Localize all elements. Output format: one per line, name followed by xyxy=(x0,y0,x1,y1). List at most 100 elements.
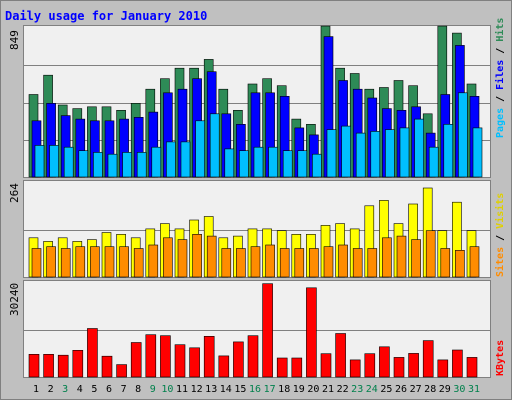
x-tick-label: 1 xyxy=(33,384,39,395)
bar-kbytes-day-13 xyxy=(203,335,215,378)
bar-sites-day-11 xyxy=(177,239,188,278)
bar-sites-day-31 xyxy=(469,246,480,278)
bar-pages-day-4 xyxy=(78,150,89,178)
bar-kbytes-day-30 xyxy=(452,349,463,378)
x-tick-label: 8 xyxy=(135,384,141,395)
legend-sep-3: / xyxy=(495,229,506,247)
bar-kbytes-day-26 xyxy=(393,357,405,378)
bar-pages-day-31 xyxy=(472,127,483,178)
bar-kbytes-day-27 xyxy=(408,353,419,378)
bar-kbytes-day-18 xyxy=(276,357,288,378)
x-tick-label: 2 xyxy=(48,384,54,395)
bar-pages-day-26 xyxy=(399,127,410,178)
x-tick-label: 4 xyxy=(77,384,83,395)
bar-sites-day-5 xyxy=(90,246,100,278)
bar-kbytes-day-16 xyxy=(247,335,259,378)
bar-sites-day-3 xyxy=(60,248,71,278)
bar-sites-day-27 xyxy=(411,239,421,278)
x-tick-label: 22 xyxy=(337,384,349,395)
y-max-label-visits: 264 xyxy=(8,183,21,203)
bar-kbytes-day-25 xyxy=(379,346,390,378)
bar-kbytes-day-10 xyxy=(160,335,171,378)
bar-pages-day-8 xyxy=(136,152,147,178)
bar-pages-day-21 xyxy=(326,129,337,178)
legend-sites: Sites xyxy=(494,247,506,277)
x-tick-label: 19 xyxy=(293,384,305,395)
x-tick-label: 30 xyxy=(453,384,465,395)
x-tick-label: 23 xyxy=(351,384,363,395)
x-tick-label: 9 xyxy=(150,384,156,395)
bar-sites-day-2 xyxy=(46,246,56,278)
bar-sites-day-29 xyxy=(440,248,451,278)
bar-pages-day-15 xyxy=(239,150,249,178)
bar-pages-day-5 xyxy=(93,152,103,178)
bar-sites-day-24 xyxy=(367,248,378,278)
bar-pages-day-1 xyxy=(34,145,45,178)
y-max-label-hits: 849 xyxy=(8,30,21,50)
bar-sites-day-20 xyxy=(309,248,319,278)
bar-pages-day-20 xyxy=(312,153,322,178)
chart-title: Daily usage for January 2010 xyxy=(5,9,207,23)
bar-kbytes-day-31 xyxy=(466,357,478,378)
bar-sites-day-4 xyxy=(75,246,86,278)
x-tick-label: 31 xyxy=(468,384,480,395)
legend-sep-2: / xyxy=(495,42,506,60)
legend-visits: Visits xyxy=(494,193,506,229)
bar-pages-day-22 xyxy=(341,125,351,178)
bar-kbytes-day-11 xyxy=(174,344,186,378)
x-tick-label: 28 xyxy=(424,384,436,395)
bar-pages-day-19 xyxy=(297,150,308,178)
x-tick-label: 17 xyxy=(264,384,276,395)
bar-sites-day-26 xyxy=(396,235,407,278)
bar-kbytes-day-2 xyxy=(43,353,54,378)
bar-pages-day-12 xyxy=(195,120,205,178)
x-tick-label: 18 xyxy=(278,384,290,395)
legend-files: Files xyxy=(494,60,506,90)
legend-sep-1: / xyxy=(495,90,506,108)
x-tick-label: 27 xyxy=(410,384,422,395)
x-tick-label: 20 xyxy=(307,384,319,395)
x-tick-label: 7 xyxy=(121,384,127,395)
bar-sites-day-12 xyxy=(192,234,202,278)
bar-sites-day-1 xyxy=(31,248,42,278)
bar-sites-day-8 xyxy=(133,248,144,278)
bar-pages-day-29 xyxy=(443,124,454,178)
x-tick-label: 14 xyxy=(220,384,232,395)
bar-pages-day-13 xyxy=(209,113,220,178)
x-tick-label: 21 xyxy=(322,384,334,395)
bar-kbytes-day-7 xyxy=(116,364,127,378)
bar-pages-day-6 xyxy=(107,153,118,178)
bar-kbytes-day-12 xyxy=(189,347,200,378)
bar-sites-day-25 xyxy=(382,237,392,278)
bar-kbytes-day-6 xyxy=(101,355,113,378)
bar-kbytes-day-23 xyxy=(349,359,361,378)
bar-kbytes-day-5 xyxy=(87,328,98,378)
bar-pages-day-25 xyxy=(385,129,395,178)
bar-kbytes-day-17 xyxy=(262,283,273,378)
bar-kbytes-day-8 xyxy=(130,342,142,378)
bar-sites-day-18 xyxy=(279,248,290,278)
bar-kbytes-day-29 xyxy=(437,359,449,378)
bar-kbytes-day-24 xyxy=(364,353,376,378)
bar-kbytes-day-15 xyxy=(233,341,244,378)
bar-pages-day-3 xyxy=(63,146,74,178)
x-tick-label: 15 xyxy=(234,384,246,395)
bar-sites-day-10 xyxy=(163,237,173,278)
bar-kbytes-day-3 xyxy=(57,354,69,378)
legend-hits-files-pages: Pages / Files / Hits xyxy=(494,18,506,138)
bar-sites-day-30 xyxy=(455,250,465,278)
legend-kbytes-label: KBytes xyxy=(495,340,506,376)
bar-sites-day-6 xyxy=(104,246,115,278)
bar-pages-day-9 xyxy=(151,146,162,178)
x-tick-label: 29 xyxy=(439,384,451,395)
bar-sites-day-23 xyxy=(352,248,363,278)
bar-pages-day-30 xyxy=(458,92,468,178)
x-tick-label: 6 xyxy=(106,384,112,395)
legend-visits-sites: Sites / Visits xyxy=(494,193,506,277)
bar-pages-day-16 xyxy=(253,146,264,178)
bar-sites-day-16 xyxy=(250,246,261,278)
bar-kbytes-day-21 xyxy=(320,353,332,378)
x-tick-label: 25 xyxy=(380,384,392,395)
bar-kbytes-day-20 xyxy=(306,287,317,378)
